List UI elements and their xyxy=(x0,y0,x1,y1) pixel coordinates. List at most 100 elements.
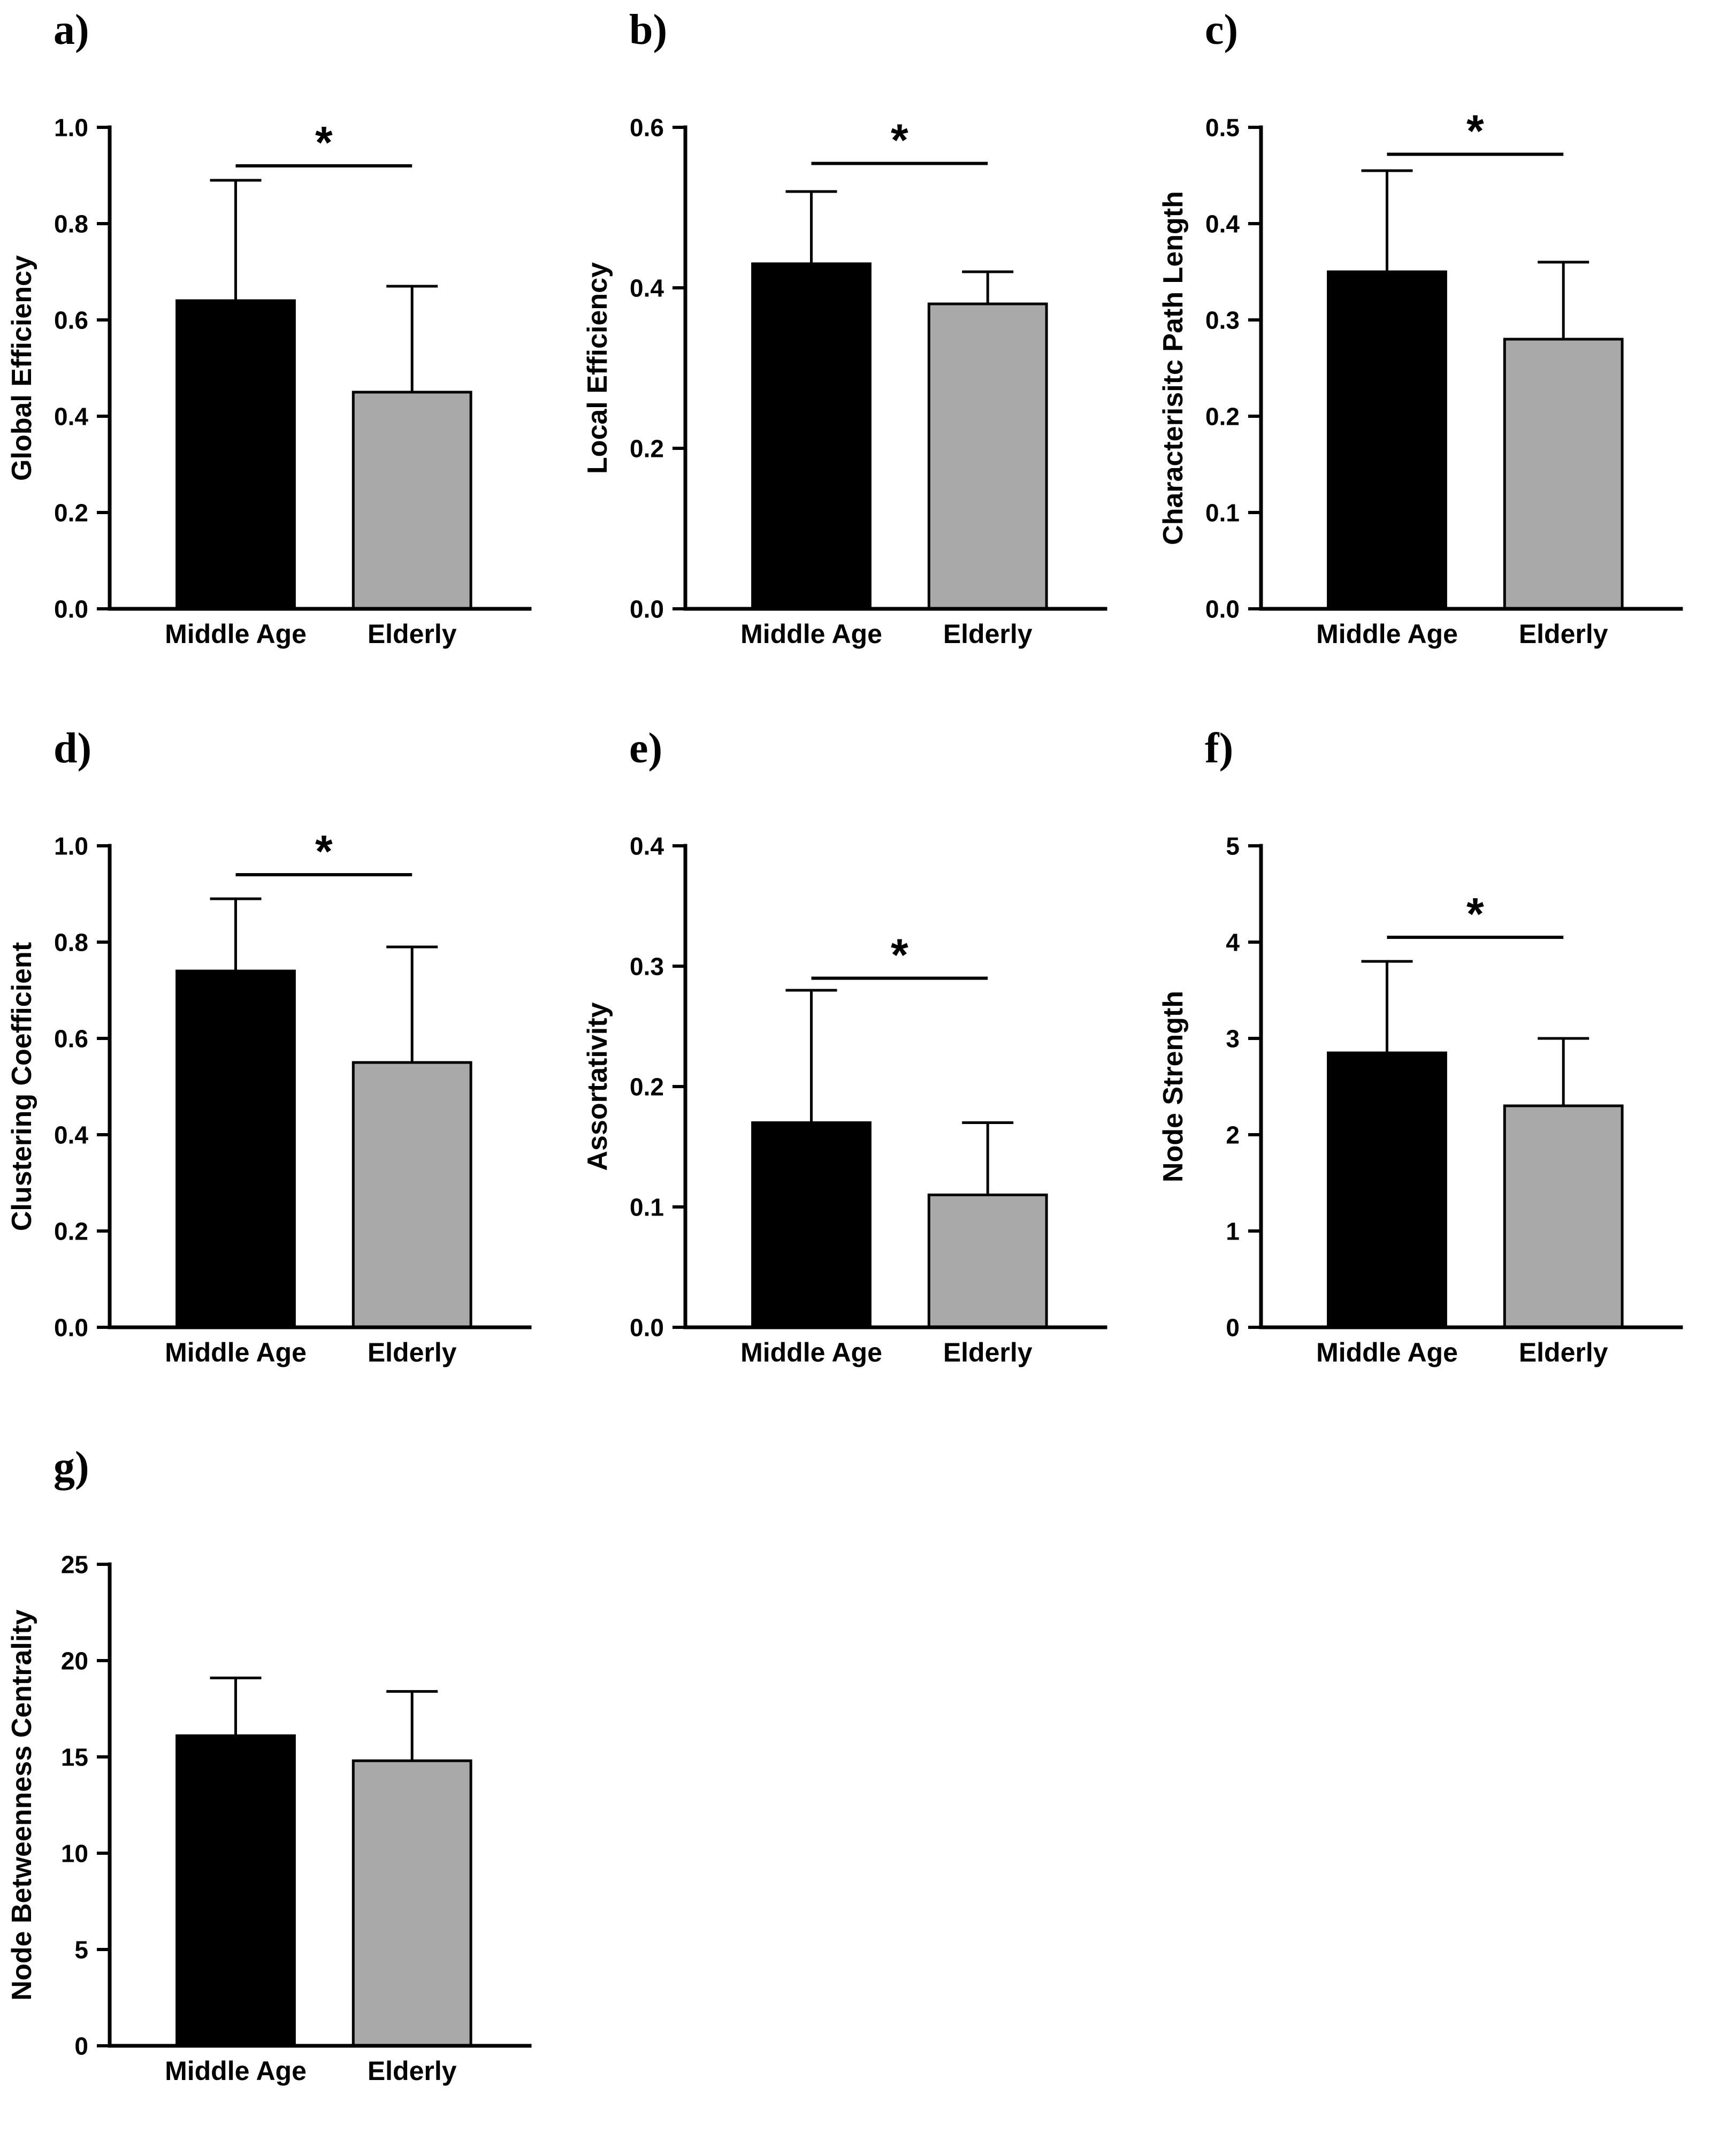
y-tick-label: 15 xyxy=(61,1744,88,1771)
y-tick-label: 10 xyxy=(61,1840,88,1868)
chart-panel-a: a) 0.0 0.2 0.4 0.6 0.8 1.0 Global Efficiency Mid… xyxy=(0,3,576,722)
y-tick-label: 0.0 xyxy=(54,1314,88,1342)
significance-star: * xyxy=(891,115,908,165)
significance-star: * xyxy=(315,826,333,876)
y-axis-title: Global Efficiency xyxy=(6,255,37,481)
y-axis-title: Characterisitc Path Length xyxy=(1158,191,1189,545)
bar-middle-age xyxy=(175,969,296,1329)
chart-panel-f: f) 0 1 2 3 4 5 Node Strength Middle Age Elderly * xyxy=(1151,722,1727,1440)
panel-letter-d: d) xyxy=(54,725,92,772)
y-tick-label: 0.0 xyxy=(630,1314,664,1342)
significance-star: * xyxy=(1466,889,1484,939)
y-tick-label: 20 xyxy=(61,1647,88,1675)
bar-middle-age xyxy=(175,299,296,610)
bar-middle-age xyxy=(1327,270,1447,610)
y-tick-label: 5 xyxy=(74,1936,88,1964)
bar-chart-c: 0.0 0.1 0.2 0.3 0.4 0.5 Characterisitc Path Le… xyxy=(1158,105,1683,649)
bar-chart-a: 0.0 0.2 0.4 0.6 0.8 1.0 Global Efficiency Middl… xyxy=(6,114,532,649)
bar-chart-g: 0 5 10 15 20 25 Node Betweenness Centrality Mid… xyxy=(6,1551,532,2086)
bar-elderly xyxy=(351,1061,472,1329)
category-label-middle-age: Middle Age xyxy=(740,1337,882,1367)
chart-panel-c: c) 0.0 0.1 0.2 0.3 0.4 0.5 Characterisitc Path … xyxy=(1151,3,1727,722)
y-tick-label: 0 xyxy=(74,2032,88,2060)
y-tick-label: 0.4 xyxy=(1205,210,1240,238)
y-tick-label: 0.2 xyxy=(54,499,88,527)
y-axis-title: Clustering Coefficient xyxy=(6,942,37,1231)
chart-panel-d: d) 0.0 0.2 0.4 0.6 0.8 1.0 Clustering Coefficie… xyxy=(0,722,576,1440)
y-tick-label: 0.6 xyxy=(54,307,88,334)
category-label-elderly: Elderly xyxy=(943,1337,1033,1367)
bar-middle-age xyxy=(1327,1051,1447,1329)
bar-elderly xyxy=(1503,1104,1624,1329)
y-tick-label: 0.6 xyxy=(54,1025,88,1053)
panel-letter-b: b) xyxy=(629,6,668,53)
y-tick-label: 0.0 xyxy=(1205,595,1240,623)
y-tick-label: 0.5 xyxy=(1205,114,1240,142)
y-tick-label: 4 xyxy=(1226,929,1240,957)
category-label-elderly: Elderly xyxy=(1519,1337,1608,1367)
category-label-middle-age: Middle Age xyxy=(740,619,882,649)
panel-letter-c: c) xyxy=(1205,6,1239,53)
y-tick-label: 0.2 xyxy=(54,1218,88,1245)
significance-star: * xyxy=(891,930,908,980)
y-tick-label: 0.6 xyxy=(630,114,664,142)
y-tick-label: 0.4 xyxy=(630,832,664,860)
panel-letter-a: a) xyxy=(54,6,89,53)
bar-middle-age xyxy=(175,1734,296,2047)
y-tick-label: 0.0 xyxy=(630,595,664,623)
bar-chart-b: 0.0 0.2 0.4 0.6 Local Efficiency Middle Age El… xyxy=(582,114,1107,649)
y-tick-label: 0.2 xyxy=(630,435,664,463)
y-tick-label: 0.4 xyxy=(54,1121,88,1149)
bar-chart-f: 0 1 2 3 4 5 Node Strength Middle Age Elderly * xyxy=(1158,832,1683,1367)
y-tick-label: 1 xyxy=(1226,1218,1240,1245)
y-axis-title: Node Betweenness Centrality xyxy=(6,1609,37,2000)
y-tick-label: 0.1 xyxy=(1205,499,1240,527)
y-tick-label: 0.1 xyxy=(630,1194,664,1221)
bar-middle-age xyxy=(751,262,872,610)
category-label-middle-age: Middle Age xyxy=(1316,1337,1458,1367)
category-label-middle-age: Middle Age xyxy=(165,2056,307,2086)
y-tick-label: 0.3 xyxy=(630,953,664,981)
bar-middle-age xyxy=(751,1121,872,1329)
bar-elderly xyxy=(927,1194,1048,1329)
chart-panel-g: g) 0 5 10 15 20 25 Node Betweenness Centrality M… xyxy=(0,1440,576,2156)
y-tick-label: 25 xyxy=(61,1551,88,1579)
y-tick-label: 0.3 xyxy=(1205,307,1240,334)
panel-letter-g: g) xyxy=(54,1443,89,1490)
significance-star: * xyxy=(315,117,333,167)
bar-elderly xyxy=(351,1759,472,2047)
y-tick-label: 0.8 xyxy=(54,210,88,238)
chart-panel-b: b) 0.0 0.2 0.4 0.6 Local Efficiency Middle Age… xyxy=(576,3,1151,722)
y-tick-label: 0.0 xyxy=(54,595,88,623)
category-label-elderly: Elderly xyxy=(1519,619,1608,649)
category-label-elderly: Elderly xyxy=(368,619,457,649)
category-label-elderly: Elderly xyxy=(368,2056,457,2086)
y-tick-label: 2 xyxy=(1226,1121,1240,1149)
bar-chart-d: 0.0 0.2 0.4 0.6 0.8 1.0 Clustering Coefficient… xyxy=(6,826,532,1367)
bar-elderly xyxy=(351,391,472,610)
category-label-middle-age: Middle Age xyxy=(165,1337,307,1367)
category-label-middle-age: Middle Age xyxy=(1316,619,1458,649)
bar-elderly xyxy=(927,302,1048,610)
category-label-elderly: Elderly xyxy=(368,1337,457,1367)
y-tick-label: 0.8 xyxy=(54,929,88,957)
chart-panel-e: e) 0.0 0.1 0.2 0.3 0.4 Assortativity Middle Age… xyxy=(576,722,1151,1440)
y-tick-label: 5 xyxy=(1226,832,1240,860)
y-axis-title: Node Strength xyxy=(1158,991,1189,1182)
significance-star: * xyxy=(1466,105,1484,156)
y-tick-label: 0.4 xyxy=(54,403,88,431)
y-tick-label: 1.0 xyxy=(54,832,88,860)
y-tick-label: 0 xyxy=(1226,1314,1240,1342)
category-label-middle-age: Middle Age xyxy=(165,619,307,649)
panel-letter-f: f) xyxy=(1205,725,1234,772)
bar-chart-e: 0.0 0.1 0.2 0.3 0.4 Assortativity Middle Age El… xyxy=(582,832,1107,1367)
y-tick-label: 1.0 xyxy=(54,114,88,142)
y-axis-title: Local Efficiency xyxy=(582,262,613,474)
y-axis-title: Assortativity xyxy=(582,1002,613,1171)
bar-elderly xyxy=(1503,338,1624,610)
y-tick-label: 3 xyxy=(1226,1025,1240,1053)
category-label-elderly: Elderly xyxy=(943,619,1033,649)
panel-letter-e: e) xyxy=(629,725,663,772)
